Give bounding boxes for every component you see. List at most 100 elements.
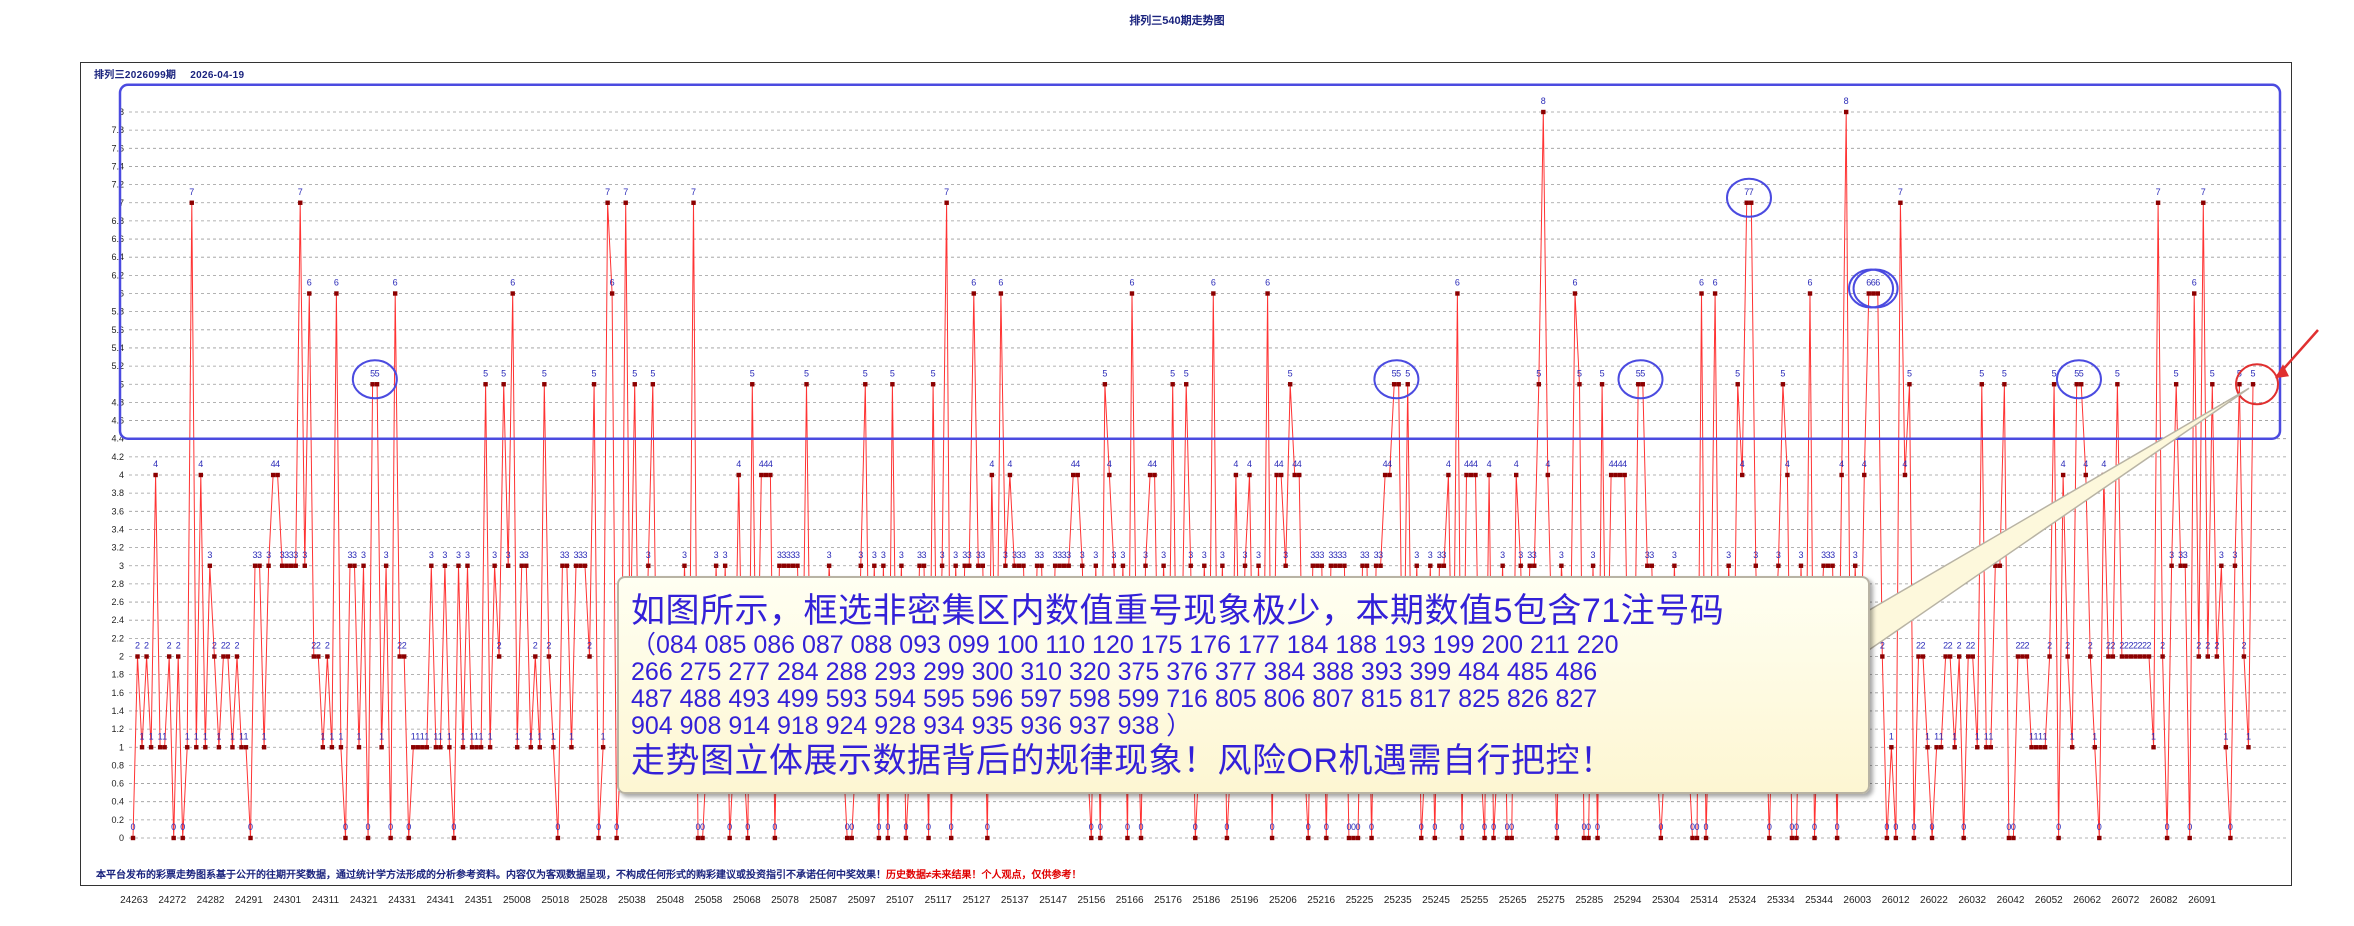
- data-label: 3: [1518, 550, 1523, 560]
- data-point: [2160, 654, 2165, 659]
- x-tick-label: 24331: [388, 895, 416, 906]
- data-label: 6: [334, 278, 339, 288]
- data-label: 6: [393, 278, 398, 288]
- data-point: [682, 563, 687, 568]
- data-label: 5: [632, 368, 637, 378]
- data-point: [1138, 835, 1144, 841]
- data-point: [1740, 472, 1745, 478]
- x-tick-label: 25117: [925, 895, 953, 906]
- data-label: 3: [1826, 550, 1831, 560]
- data-label: 3: [347, 550, 352, 560]
- y-tick-label: 0: [119, 833, 124, 843]
- x-tick-label: 25137: [1001, 895, 1029, 906]
- data-point: [1834, 835, 1840, 841]
- x-tick-label: 25008: [503, 895, 531, 906]
- data-label: 3: [2183, 550, 2188, 560]
- data-label: 0: [1459, 822, 1464, 832]
- data-point: [153, 472, 158, 478]
- data-point: [1649, 563, 1655, 568]
- x-tick-label: 26082: [2150, 895, 2178, 906]
- data-label: 0: [451, 822, 456, 832]
- data-point: [1975, 745, 1980, 750]
- data-point: [275, 472, 280, 478]
- data-point: [1871, 291, 1876, 296]
- data-point: [180, 835, 185, 841]
- data-point: [1405, 382, 1410, 387]
- data-label: 3: [2178, 550, 2183, 560]
- data-point: [2088, 654, 2093, 659]
- data-point: [1988, 745, 1994, 750]
- data-label: 0: [1089, 822, 1094, 832]
- data-point: [1916, 654, 1921, 659]
- data-point: [1016, 563, 1022, 568]
- data-label: 3: [1726, 550, 1731, 560]
- y-tick-label: 4.6: [111, 416, 124, 426]
- data-point: [569, 745, 574, 750]
- data-point: [1242, 563, 1248, 568]
- data-label: 4: [1862, 459, 1867, 469]
- data-point: [1351, 835, 1356, 841]
- data-label: 0: [1505, 822, 1510, 832]
- data-point: [772, 835, 778, 841]
- y-tick-label: 3: [119, 561, 124, 571]
- data-label: 5: [2074, 368, 2079, 378]
- data-point: [1735, 382, 1740, 387]
- data-point: [1789, 835, 1795, 841]
- data-label: 3: [1021, 550, 1026, 560]
- data-label: 5: [1170, 368, 1175, 378]
- data-point: [157, 745, 163, 750]
- data-label: 6: [1875, 278, 1880, 288]
- data-point: [989, 472, 995, 478]
- data-point: [1812, 835, 1817, 841]
- data-point: [763, 472, 769, 478]
- data-point: [171, 835, 176, 841]
- data-point: [1324, 835, 1329, 841]
- data-point: [1396, 382, 1401, 387]
- data-label: 3: [1776, 550, 1781, 560]
- y-tick-label: 3.2: [111, 543, 124, 553]
- data-point: [1645, 563, 1650, 568]
- x-tick-label: 24341: [426, 895, 454, 906]
- data-label: 4: [1618, 459, 1623, 469]
- data-label: 0: [1193, 822, 1198, 832]
- data-point: [478, 745, 484, 750]
- data-point: [600, 745, 606, 750]
- data-label: 4: [275, 459, 280, 469]
- data-label: 3: [1360, 550, 1365, 560]
- data-point: [2042, 745, 2048, 750]
- data-point: [722, 563, 728, 568]
- data-label: 0: [949, 822, 954, 832]
- data-label: 0: [1491, 822, 1496, 832]
- data-point: [1428, 563, 1433, 568]
- data-point: [1287, 382, 1293, 387]
- data-label: 4: [1233, 459, 1238, 469]
- data-point: [587, 654, 592, 659]
- data-point: [1984, 745, 1989, 750]
- data-label: 3: [564, 550, 569, 560]
- data-label: 1: [470, 731, 475, 741]
- x-tick-label: 24321: [350, 895, 378, 906]
- data-label: 4: [1152, 459, 1157, 469]
- data-point: [420, 745, 425, 750]
- data-point: [433, 745, 439, 750]
- data-label: 3: [2232, 550, 2237, 560]
- data-label: 0: [1125, 822, 1130, 832]
- data-point: [483, 382, 488, 387]
- data-point: [745, 835, 750, 841]
- data-label: 3: [1016, 550, 1021, 560]
- data-label: 4: [1387, 459, 1392, 469]
- data-label: 3: [1428, 550, 1433, 560]
- data-label: 4: [1071, 459, 1076, 469]
- y-tick-label: 7.4: [111, 161, 124, 171]
- data-point: [311, 654, 317, 659]
- data-label: 2: [533, 641, 538, 651]
- data-label: 3: [1188, 550, 1193, 560]
- data-label: 0: [727, 822, 732, 832]
- data-label: 3: [1066, 550, 1071, 560]
- y-tick-label: 5: [119, 379, 124, 389]
- data-label: 5: [863, 368, 868, 378]
- data-label: 0: [343, 822, 348, 832]
- data-point: [1373, 563, 1379, 568]
- data-point: [2106, 654, 2111, 659]
- data-point: [2133, 654, 2138, 659]
